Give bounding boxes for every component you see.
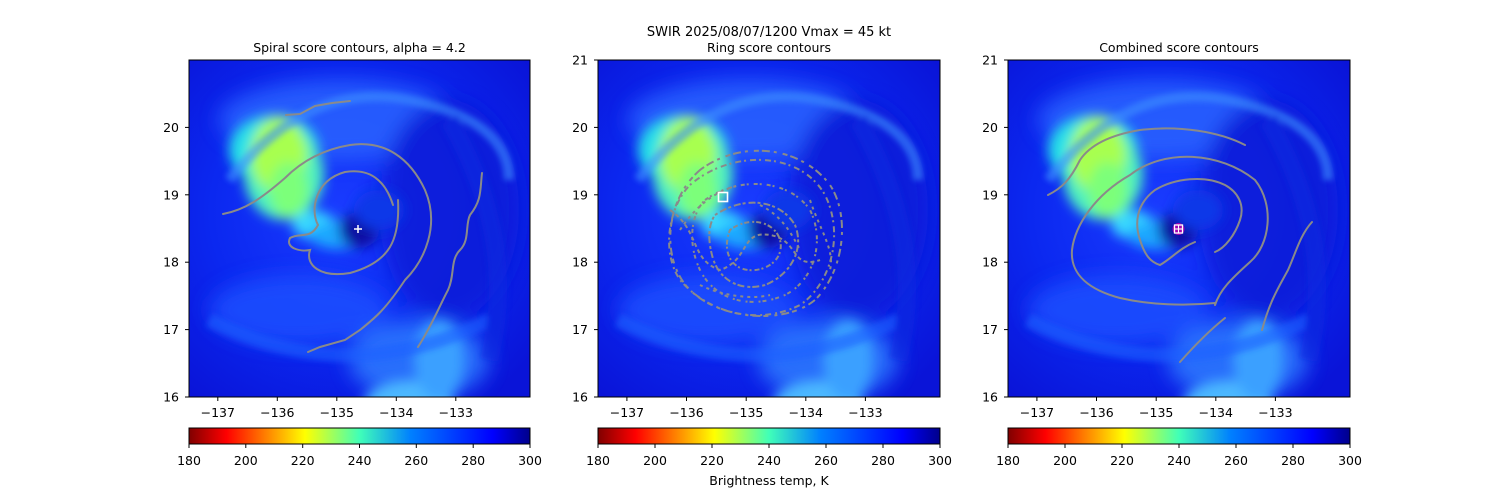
- colorbar-tick-label: 300: [1338, 453, 1362, 468]
- figure-suptitle: SWIR 2025/08/07/1200 Vmax = 45 kt: [647, 25, 891, 40]
- x-tick-label: −135: [320, 405, 354, 420]
- panel-combined: Combined score contours −137 −136 −135 −…: [982, 40, 1362, 468]
- x-tick-label: −136: [260, 405, 294, 420]
- brightness-temp-image: [189, 60, 531, 430]
- brightness-temp-image: [598, 60, 940, 430]
- center-marker-square: [717, 191, 729, 203]
- contour-line: [1136, 178, 1243, 267]
- colorbar-tick-label: 280: [871, 453, 895, 468]
- center-marker-plus: [354, 225, 362, 233]
- contour-line: [669, 209, 821, 272]
- y-axis: 16 17 18 19 20: [163, 120, 189, 405]
- spiral-contours: [222, 100, 483, 353]
- contour-line: [288, 170, 400, 276]
- y-tick-label: 16: [572, 390, 588, 405]
- contour-line: [222, 143, 433, 353]
- colorbar-label: Brightness temp, K: [709, 473, 829, 488]
- x-tick-label: −137: [201, 405, 235, 420]
- contour-line: [417, 172, 483, 348]
- x-tick-label: −133: [439, 405, 473, 420]
- colorbar-tick-label: 260: [814, 453, 838, 468]
- y-tick-label: 19: [982, 187, 998, 202]
- colorbar-tick-label: 300: [518, 453, 542, 468]
- x-tick-label: −136: [669, 405, 703, 420]
- y-tick-label: 19: [163, 187, 179, 202]
- y-tick-label: 17: [572, 322, 588, 337]
- y-tick-label: 21: [572, 53, 588, 68]
- colorbar-tick-label: 240: [348, 453, 372, 468]
- colorbar: 180 200 220 240 260 280 300: [586, 427, 952, 468]
- colorbar: 180 200 220 240 260 280 300: [177, 427, 542, 468]
- y-tick-label: 20: [572, 120, 588, 135]
- colorbar-tick-label: 220: [1110, 453, 1134, 468]
- x-axis: −137 −136 −135 −134 −133: [201, 397, 473, 420]
- x-tick-label: −136: [1079, 405, 1113, 420]
- colorbar-tick-label: 200: [234, 453, 258, 468]
- panel-title-combined: Combined score contours: [1099, 40, 1259, 55]
- x-tick-label: −137: [1020, 405, 1054, 420]
- colorbar-tick-label: 180: [996, 453, 1020, 468]
- x-tick-label: −137: [610, 405, 644, 420]
- x-axis: −137 −136 −135 −134 −133: [610, 397, 883, 420]
- colorbar-tick-label: 240: [1167, 453, 1191, 468]
- contour-line: [679, 184, 832, 298]
- x-tick-label: −134: [379, 405, 413, 420]
- center-marker-combined: [1172, 223, 1185, 235]
- combined-contours: [1047, 127, 1313, 363]
- axes-frame: [1007, 59, 1351, 398]
- colorbar-tick-label: 260: [1224, 453, 1248, 468]
- y-tick-label: 17: [982, 322, 998, 337]
- x-tick-label: −133: [1258, 405, 1292, 420]
- panel-spiral: Spiral score contours, alpha = 4.2 −137 …: [163, 40, 542, 468]
- colorbar-tick-label: 220: [700, 453, 724, 468]
- y-tick-label: 16: [163, 390, 179, 405]
- contour-line: [725, 220, 782, 272]
- x-tick-label: −135: [729, 405, 763, 420]
- colorbar-tick-label: 280: [461, 453, 485, 468]
- contour-line: [285, 100, 351, 116]
- ring-contours: [668, 149, 843, 317]
- colorbar-tick-label: 260: [404, 453, 428, 468]
- contour-line: [668, 159, 836, 317]
- contour-line: [669, 149, 843, 317]
- y-tick-label: 18: [982, 255, 998, 270]
- colorbar: 180 200 220 240 260 280 300: [996, 427, 1362, 468]
- y-tick-label: 19: [572, 187, 588, 202]
- x-axis: −137 −136 −135 −134 −133: [1020, 397, 1293, 420]
- y-tick-label: 18: [572, 255, 588, 270]
- colorbar-tick-label: 300: [928, 453, 952, 468]
- y-tick-label: 21: [982, 53, 998, 68]
- panel-title-ring: Ring score contours: [707, 40, 831, 55]
- y-tick-label: 17: [163, 322, 179, 337]
- colorbar-tick-label: 200: [1053, 453, 1077, 468]
- colorbar-tick-label: 220: [291, 453, 315, 468]
- y-tick-label: 16: [982, 390, 998, 405]
- y-tick-label: 20: [163, 120, 179, 135]
- contour-line: [708, 201, 800, 288]
- colorbar-tick-label: 200: [643, 453, 667, 468]
- y-tick-label: 20: [982, 120, 998, 135]
- x-tick-label: −135: [1139, 405, 1173, 420]
- y-axis: 16 17 18 19 20 21: [982, 53, 1008, 405]
- x-tick-label: −133: [848, 405, 882, 420]
- x-tick-label: −134: [1199, 405, 1233, 420]
- colorbar-tick-label: 180: [177, 453, 201, 468]
- contour-line: [1179, 221, 1313, 363]
- colorbar-tick-label: 180: [586, 453, 610, 468]
- panel-ring: Ring score contours −137 −136 −135 −134 …: [572, 40, 952, 488]
- panel-title-spiral: Spiral score contours, alpha = 4.2: [253, 40, 466, 55]
- contour-line: [1070, 155, 1269, 306]
- x-tick-label: −134: [789, 405, 823, 420]
- contour-line: [691, 183, 818, 303]
- axes-frame: [188, 59, 531, 398]
- axes-frame: [597, 59, 941, 398]
- y-tick-label: 18: [163, 255, 179, 270]
- colorbar-tick-label: 240: [757, 453, 781, 468]
- contour-line: [1047, 127, 1246, 196]
- colorbar-tick-label: 280: [1281, 453, 1305, 468]
- y-axis: 16 17 18 19 20 21: [572, 53, 598, 405]
